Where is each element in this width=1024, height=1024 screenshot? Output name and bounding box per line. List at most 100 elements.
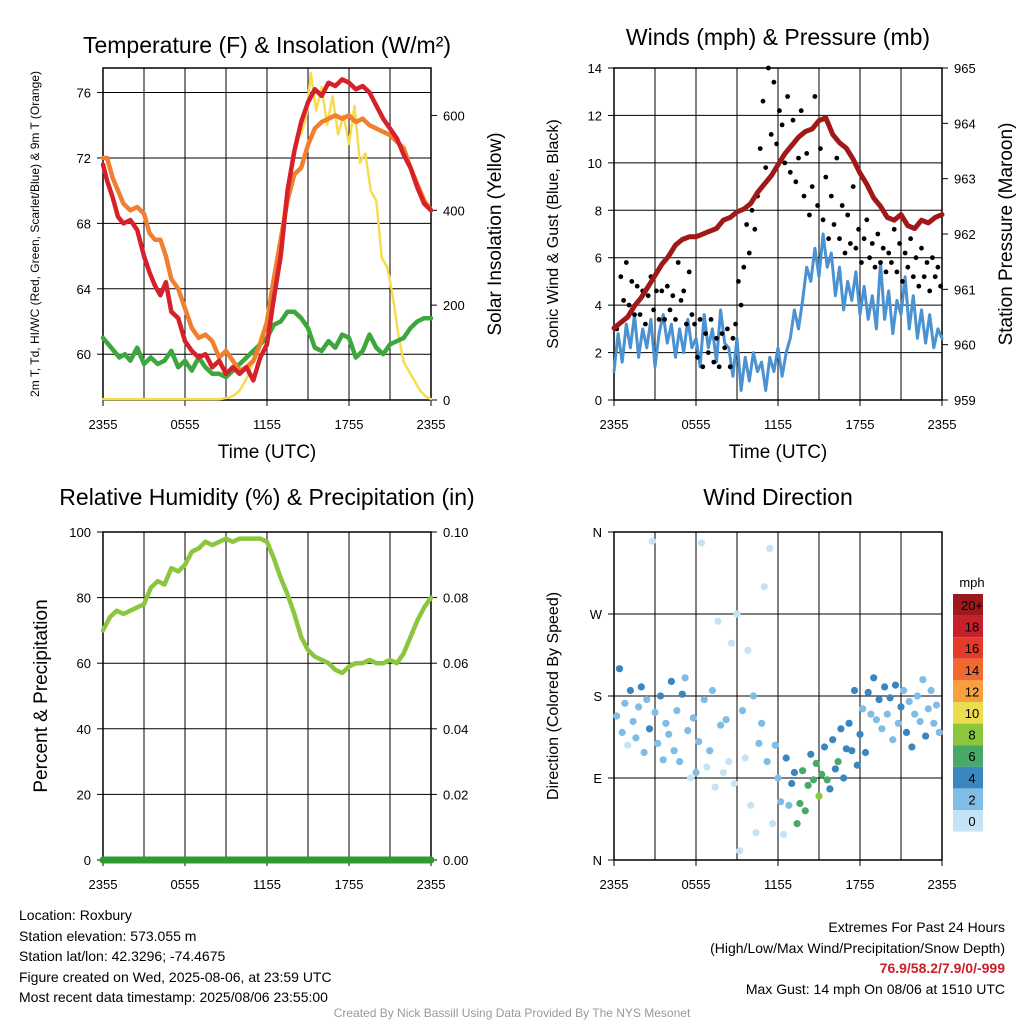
gust-point	[670, 293, 676, 299]
x-tick-label: 2355	[89, 877, 118, 892]
y-tick-label: N	[593, 853, 602, 868]
direction-point	[856, 730, 864, 738]
gust-point	[897, 241, 902, 246]
gust-point	[629, 279, 635, 284]
gust-point	[705, 350, 711, 355]
x-tick-label: 2355	[928, 417, 957, 432]
chart-title: Winds (mph) & Pressure (mb)	[626, 24, 930, 50]
direction-point	[774, 774, 782, 782]
direction-point	[725, 758, 733, 766]
x-tick-label: 0555	[171, 877, 200, 892]
direction-point	[799, 767, 807, 775]
direction-point	[648, 537, 656, 545]
gust-point	[930, 255, 935, 261]
gust-point	[787, 169, 793, 175]
y-tick-label: 100	[69, 525, 91, 540]
gust-point	[711, 359, 717, 365]
y-tick-label: 0	[84, 853, 91, 868]
direction-point	[752, 829, 760, 837]
direction-point	[645, 725, 654, 733]
direction-point	[708, 686, 717, 695]
legend-label: 10	[965, 706, 979, 721]
direction-point	[689, 714, 697, 722]
gust-point	[738, 302, 744, 308]
gust-point	[771, 79, 777, 85]
extremes-values: 76.9/58.2/7.9/0/-999	[879, 960, 1005, 976]
legend-swatch	[953, 810, 983, 832]
gust-point	[790, 117, 796, 123]
gust-point	[634, 283, 640, 289]
gust-point	[823, 174, 829, 180]
direction-point	[695, 738, 703, 746]
direction-point	[719, 768, 727, 777]
direction-point	[930, 719, 938, 727]
direction-point	[842, 745, 850, 753]
direction-point	[684, 727, 692, 735]
gust-point	[651, 307, 656, 313]
direction-point	[897, 703, 905, 711]
x-tick-label: 2355	[89, 417, 118, 432]
direction-point	[738, 707, 747, 715]
gust-point	[889, 260, 894, 265]
pressure-line	[611, 115, 945, 331]
direction-point	[727, 639, 736, 647]
y-tick-label: 76	[77, 86, 91, 101]
gust-point	[818, 146, 823, 152]
legend-label: 2	[968, 792, 975, 807]
gust-point	[916, 283, 922, 289]
legend-swatch	[953, 658, 983, 681]
x-tick-label: 0555	[682, 877, 711, 892]
y2-tick-label: 0.00	[443, 853, 468, 868]
direction-point	[932, 701, 941, 709]
gust-point	[686, 269, 692, 275]
direction-point	[722, 716, 730, 724]
gust-point	[812, 94, 818, 99]
direction-point	[779, 830, 788, 839]
y-tick-label: 6	[595, 251, 602, 266]
direction-point	[643, 696, 651, 704]
direction-point	[621, 699, 629, 707]
direction-point	[867, 710, 875, 718]
gust-point	[692, 321, 697, 327]
x-tick-label: 1755	[335, 417, 364, 432]
direction-point	[766, 544, 774, 553]
gust-point	[716, 364, 722, 370]
direction-point	[935, 728, 943, 737]
direction-point	[793, 820, 801, 828]
direction-point	[826, 785, 834, 793]
y-axis-label: Direction (Colored By Speed)	[545, 592, 562, 800]
direction-point	[629, 717, 637, 726]
temperature-line	[100, 77, 434, 383]
y-axis-label: Percent & Precipitation	[31, 599, 52, 792]
gust-point	[681, 288, 687, 294]
legend-label: 16	[965, 641, 979, 656]
direction-point	[872, 716, 881, 724]
direction-point	[706, 747, 714, 755]
gust-point	[700, 364, 706, 370]
gust-point	[932, 274, 938, 280]
legend-swatch	[953, 788, 983, 810]
x-tick-label: 1155	[764, 877, 792, 892]
created-text: Figure created on Wed, 2025-08-06, at 23…	[19, 968, 332, 985]
direction-point	[807, 750, 815, 758]
gust-point	[809, 184, 815, 190]
x-tick-label: 2355	[600, 417, 629, 432]
x-tick-label: 1755	[846, 417, 875, 432]
gust-point	[774, 141, 779, 147]
y2-tick-label: 0.02	[443, 787, 468, 802]
y-tick-label: N	[593, 525, 602, 540]
direction-point	[667, 677, 676, 686]
y2-tick-label: 0.10	[443, 525, 468, 540]
direction-point	[755, 739, 763, 748]
legend-title: mph	[959, 575, 984, 590]
y-tick-label: 68	[77, 216, 91, 231]
direction-point	[624, 741, 632, 749]
gust-point	[736, 279, 741, 284]
direction-point	[815, 792, 823, 800]
legend-swatch	[953, 702, 983, 724]
gust-point	[875, 231, 881, 237]
direction-point	[911, 710, 919, 718]
gust-point	[938, 283, 943, 289]
station-info: Location: Roxbury Station elevation: 573…	[19, 905, 332, 1008]
direction-point	[673, 707, 681, 715]
